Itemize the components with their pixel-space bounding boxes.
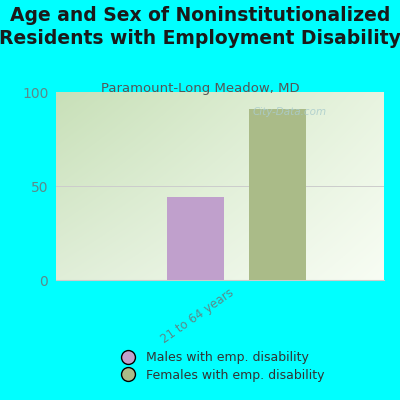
Bar bbox=[167, 197, 224, 280]
Legend: Males with emp. disability, Females with emp. disability: Males with emp. disability, Females with… bbox=[110, 346, 330, 386]
Text: City-Data.com: City-Data.com bbox=[253, 107, 327, 117]
Bar bbox=[249, 109, 306, 280]
Text: Paramount-Long Meadow, MD: Paramount-Long Meadow, MD bbox=[101, 82, 299, 95]
Text: Age and Sex of Noninstitutionalized
Residents with Employment Disability: Age and Sex of Noninstitutionalized Resi… bbox=[0, 6, 400, 48]
